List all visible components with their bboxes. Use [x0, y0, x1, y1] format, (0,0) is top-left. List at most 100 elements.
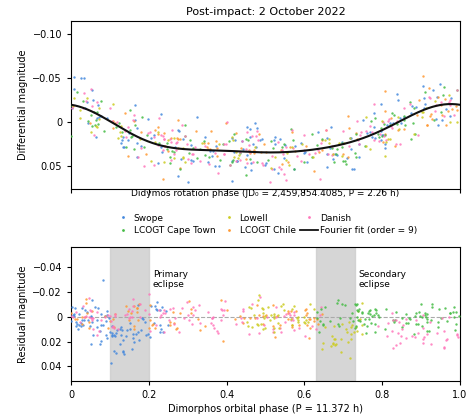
- Y-axis label: Differential magnitude: Differential magnitude: [18, 49, 28, 160]
- Point: [88, 87, 96, 94]
- Point: [205, 161, 213, 168]
- Point: [76, 318, 83, 325]
- Point: [424, 316, 431, 323]
- Point: [425, 93, 432, 100]
- Point: [246, 149, 253, 156]
- Point: [329, 340, 337, 347]
- Point: [78, 320, 85, 326]
- Point: [208, 127, 215, 134]
- Point: [277, 303, 285, 310]
- Point: [209, 314, 217, 321]
- Point: [156, 329, 164, 336]
- Point: [90, 314, 97, 321]
- Point: [292, 308, 300, 314]
- Point: [291, 143, 298, 150]
- Point: [396, 115, 403, 122]
- Point: [381, 131, 389, 138]
- Point: [356, 318, 364, 325]
- Point: [315, 148, 323, 155]
- Point: [350, 166, 358, 172]
- Point: [126, 130, 133, 137]
- Point: [401, 114, 408, 120]
- Point: [363, 127, 370, 134]
- Point: [301, 149, 308, 155]
- Point: [389, 310, 396, 316]
- Point: [317, 303, 324, 310]
- Point: [220, 306, 228, 313]
- Point: [127, 314, 134, 321]
- Point: [93, 98, 100, 105]
- Point: [136, 300, 143, 307]
- Point: [370, 137, 377, 144]
- Point: [389, 125, 396, 132]
- Point: [289, 322, 296, 328]
- Point: [267, 165, 274, 171]
- Point: [96, 327, 104, 334]
- Point: [125, 305, 133, 312]
- Point: [168, 156, 175, 163]
- Point: [361, 321, 368, 327]
- Point: [168, 148, 176, 155]
- Point: [382, 137, 390, 143]
- Point: [434, 319, 441, 326]
- Point: [368, 129, 376, 135]
- Point: [107, 360, 114, 366]
- Point: [223, 119, 231, 125]
- Point: [228, 135, 236, 142]
- Point: [179, 154, 187, 161]
- Point: [274, 138, 282, 145]
- Point: [112, 330, 119, 336]
- Point: [290, 166, 298, 172]
- Point: [356, 154, 363, 160]
- Point: [70, 94, 78, 101]
- Point: [455, 334, 462, 340]
- Point: [328, 143, 336, 150]
- Point: [269, 325, 276, 332]
- Point: [355, 137, 362, 144]
- Point: [165, 317, 173, 323]
- Point: [271, 334, 278, 340]
- Point: [103, 334, 110, 341]
- Point: [238, 319, 246, 326]
- Point: [258, 136, 265, 142]
- Point: [347, 324, 355, 331]
- Point: [85, 313, 92, 320]
- Point: [122, 134, 130, 140]
- Point: [302, 317, 310, 324]
- Point: [70, 314, 77, 321]
- Point: [302, 305, 310, 312]
- Point: [120, 144, 128, 150]
- Point: [264, 303, 272, 310]
- Point: [160, 329, 168, 336]
- Point: [140, 144, 148, 151]
- Point: [160, 136, 168, 142]
- Point: [134, 305, 141, 311]
- Point: [318, 137, 325, 144]
- Point: [333, 146, 340, 153]
- Point: [427, 317, 435, 323]
- Point: [121, 109, 128, 116]
- Point: [329, 340, 337, 347]
- Point: [440, 345, 447, 352]
- Point: [294, 313, 302, 320]
- Point: [270, 302, 277, 309]
- Point: [326, 318, 334, 324]
- Point: [373, 306, 380, 313]
- Point: [362, 114, 369, 121]
- Point: [318, 345, 325, 352]
- Point: [109, 323, 117, 330]
- Point: [326, 140, 333, 147]
- Point: [282, 157, 290, 163]
- Point: [232, 130, 240, 137]
- Point: [250, 150, 258, 156]
- Point: [123, 327, 131, 334]
- Point: [128, 346, 136, 353]
- Point: [250, 312, 257, 318]
- Point: [179, 144, 187, 151]
- Point: [381, 131, 389, 137]
- Point: [346, 134, 354, 141]
- Point: [381, 121, 388, 128]
- Point: [87, 314, 94, 321]
- Point: [378, 118, 385, 124]
- Point: [212, 138, 219, 145]
